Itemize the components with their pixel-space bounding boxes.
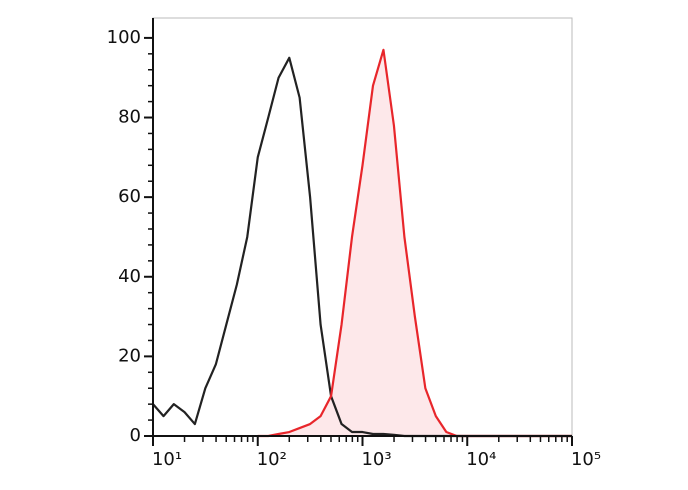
area-fill xyxy=(257,49,572,436)
y-tick-label: 60 xyxy=(118,186,141,207)
y-tick-label: 40 xyxy=(118,266,141,287)
y-tick-label: 0 xyxy=(130,425,141,446)
y-tick-label: 80 xyxy=(118,107,141,128)
x-tick-label: 10⁵ xyxy=(571,449,601,470)
x-tick-label: 10⁴ xyxy=(466,449,496,470)
x-tick-label: 10² xyxy=(257,449,287,470)
y-tick-label: 20 xyxy=(118,345,141,366)
y-tick-label: 100 xyxy=(107,27,141,48)
x-tick-label: 10¹ xyxy=(152,449,182,470)
x-tick-label: 10³ xyxy=(361,449,391,470)
